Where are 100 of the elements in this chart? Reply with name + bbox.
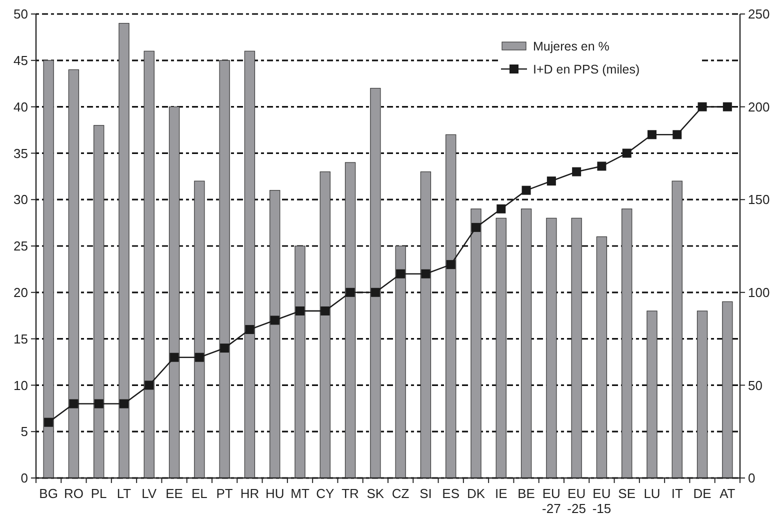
- y-tick-label: 40: [14, 99, 28, 114]
- bar: [144, 50, 154, 478]
- bar: [118, 22, 130, 478]
- bar: [94, 125, 104, 478]
- y2-tick-label: 0: [748, 470, 756, 486]
- bar: [546, 218, 557, 478]
- x-tick-label: PT: [216, 486, 233, 501]
- point: [170, 352, 179, 362]
- y-tick-label: 5: [20, 424, 28, 440]
- point: [194, 352, 204, 362]
- bar: [622, 208, 632, 478]
- point: [270, 316, 280, 325]
- bar: [320, 171, 330, 478]
- y2-tick-label: 250: [748, 6, 770, 22]
- bar: [696, 310, 708, 478]
- bar: [596, 236, 608, 478]
- y-tick-label: 50: [14, 6, 28, 22]
- point: [120, 399, 128, 408]
- x-tick-label: SK: [366, 486, 384, 501]
- point: [496, 204, 506, 214]
- y2-tick-label: 100: [748, 284, 770, 300]
- bar: [43, 60, 54, 478]
- x-tick-label: CZ: [392, 486, 410, 501]
- point: [622, 148, 632, 158]
- bar: [395, 246, 406, 478]
- point: [346, 288, 355, 297]
- x-tick-label: LT: [116, 486, 132, 501]
- point: [370, 288, 380, 297]
- bar: [646, 310, 658, 478]
- y-tick-label: 45: [14, 52, 28, 68]
- point: [220, 344, 230, 353]
- legend-label: I+D en PPS (miles): [533, 62, 640, 76]
- x-tick-label: IE: [494, 486, 508, 501]
- point: [472, 222, 480, 232]
- x-tick-label: TR: [342, 486, 359, 501]
- point: [572, 167, 582, 176]
- y-tick-label: 25: [14, 238, 28, 254]
- y2-tick-label: 150: [748, 192, 770, 208]
- bar: [270, 190, 280, 478]
- y-tick-label: 0: [20, 470, 28, 486]
- bar: [496, 218, 506, 478]
- point: [245, 325, 254, 334]
- point: [94, 399, 104, 408]
- point: [546, 176, 556, 186]
- x-tick-label: EU -25: [567, 486, 586, 516]
- point: [648, 130, 656, 140]
- y-tick-label: 35: [14, 146, 28, 161]
- y2-tick-label: 50: [748, 378, 762, 393]
- bar: [68, 69, 80, 478]
- y-tick-label: 10: [14, 378, 28, 393]
- x-tick-label: LV: [142, 486, 157, 501]
- bar: [470, 208, 482, 478]
- x-tick-label: DE: [693, 486, 712, 501]
- bar: [370, 88, 381, 478]
- x-tick-label: EL: [191, 486, 208, 501]
- bar: [219, 60, 230, 478]
- point: [446, 260, 456, 270]
- point: [396, 269, 406, 278]
- x-tick-label: AT: [720, 486, 736, 501]
- point: [320, 306, 330, 316]
- x-tick-label: ES: [442, 486, 460, 501]
- x-tick-label: DK: [466, 486, 486, 501]
- x-tick-label: HR: [240, 486, 260, 501]
- x-tick-label: LU: [644, 486, 660, 501]
- x-tick-label: BG: [39, 486, 58, 501]
- legend-label: Mujeres en %: [533, 39, 610, 54]
- y-tick-label: 30: [14, 192, 28, 208]
- x-tick-label: EU -15: [592, 486, 612, 516]
- x-tick-label: MT: [290, 486, 310, 501]
- bar: [194, 180, 205, 478]
- point: [597, 162, 606, 171]
- y-tick-label: 20: [14, 284, 28, 300]
- point: [69, 399, 78, 408]
- bar: [168, 106, 180, 478]
- point: [722, 102, 732, 112]
- bar: [244, 50, 256, 478]
- point: [296, 306, 304, 316]
- bar: [571, 218, 582, 478]
- x-tick-label: RO: [64, 486, 84, 501]
- bar: [446, 134, 456, 478]
- bar: [294, 246, 306, 478]
- point: [421, 269, 430, 278]
- bar: [722, 301, 733, 478]
- point: [672, 130, 682, 140]
- x-tick-label: IT: [671, 486, 683, 501]
- bar: [672, 180, 682, 478]
- point: [522, 186, 531, 195]
- x-tick-label: BE: [518, 486, 536, 501]
- point: [44, 418, 54, 427]
- y-tick-label: 15: [14, 331, 28, 346]
- point: [698, 102, 707, 112]
- x-tick-label: HU: [265, 486, 284, 501]
- x-tick-label: CY: [316, 486, 334, 501]
- x-tick-label: EE: [166, 486, 184, 501]
- x-tick-label: SI: [420, 486, 432, 501]
- x-tick-label: PL: [90, 486, 107, 501]
- x-tick-label: SE: [618, 486, 636, 501]
- y2-tick-label: 200: [748, 99, 770, 114]
- bar: [420, 171, 432, 478]
- point: [144, 380, 154, 390]
